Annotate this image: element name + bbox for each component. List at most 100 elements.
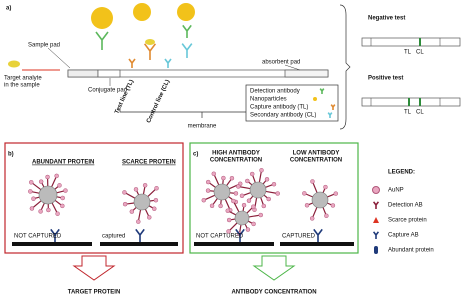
protein: [310, 179, 315, 184]
antibody: [95, 31, 109, 50]
protein: [309, 216, 315, 221]
label: LOW ANTIBODY: [293, 151, 340, 157]
label: TL: [404, 50, 412, 56]
label: CAPTURED: [282, 234, 316, 240]
protein: [229, 175, 235, 181]
protein: [304, 203, 310, 208]
protein: [57, 183, 62, 188]
label: CL: [416, 50, 424, 56]
label: c): [193, 152, 198, 158]
legend-swatch: [373, 217, 379, 223]
protein: [225, 208, 230, 213]
nanoparticle: [177, 3, 195, 21]
protein: [129, 209, 135, 214]
protein: [249, 171, 255, 177]
aunp: [133, 193, 151, 211]
protein: [55, 211, 60, 216]
antibody: [313, 228, 323, 242]
protein: [330, 203, 336, 208]
label: Detection antibody: [250, 89, 300, 95]
protein: [28, 189, 33, 194]
protein: [122, 201, 128, 207]
protein: [218, 203, 223, 209]
protein: [133, 187, 139, 192]
antibody: [181, 43, 193, 58]
label: in the sample: [4, 83, 40, 89]
absorbent-pad: [284, 69, 329, 78]
protein: [205, 179, 211, 185]
protein: [261, 203, 267, 209]
protein: [29, 180, 34, 185]
label: AuNP: [388, 188, 404, 194]
protein: [122, 190, 127, 195]
label: CONCENTRATION: [290, 158, 342, 164]
protein: [333, 191, 339, 196]
antibody: [143, 43, 157, 60]
capture-antibody: [128, 58, 136, 68]
aunp: [311, 191, 329, 209]
baseline: [194, 242, 274, 246]
protein: [259, 168, 264, 173]
protein: [31, 196, 36, 201]
label: Positive test: [368, 76, 403, 82]
label: ANTIBODY CONCENTRATION: [231, 290, 316, 296]
label: absorbent pad: [262, 60, 300, 66]
protein: [246, 198, 252, 203]
label: CONCENTRATION: [210, 158, 262, 164]
label: Target analyte: [4, 76, 42, 82]
sample-pad: [67, 69, 99, 78]
test-strip: [361, 37, 461, 47]
label: CL: [416, 110, 424, 116]
protein: [209, 203, 215, 209]
protein: [38, 209, 43, 214]
protein: [136, 219, 141, 224]
label: TL: [404, 110, 412, 116]
control-line: [419, 98, 421, 106]
baseline: [280, 242, 354, 246]
protein: [236, 184, 241, 189]
protein: [45, 174, 50, 180]
nanoparticle: [91, 7, 113, 29]
baseline: [12, 242, 92, 246]
panel-c-frame: [189, 142, 359, 254]
protein: [152, 206, 157, 211]
legend-swatch: [327, 112, 333, 118]
protein: [264, 177, 270, 182]
protein: [271, 181, 277, 187]
antibody: [235, 228, 245, 242]
protein: [205, 188, 211, 193]
protein: [60, 195, 65, 201]
protein: [226, 229, 231, 234]
legend-swatch: [374, 246, 378, 254]
protein: [266, 196, 271, 202]
bracket: [339, 4, 351, 130]
label: captured: [102, 234, 125, 240]
legend-swatch: [313, 97, 317, 101]
protein: [60, 203, 65, 209]
label: SCARCE PROTEIN: [122, 160, 176, 166]
protein: [241, 202, 247, 208]
protein: [142, 183, 148, 188]
legend-swatch: [372, 201, 380, 209]
label: LEGEND:: [388, 170, 415, 176]
protein: [201, 197, 207, 203]
label: Capture AB: [388, 233, 419, 239]
label: b): [8, 152, 14, 158]
protein: [231, 198, 236, 204]
protein: [153, 197, 159, 203]
legend-swatch: [330, 104, 336, 110]
antibody: [135, 228, 145, 242]
label: HIGH ANTIBODY: [212, 151, 260, 157]
protein: [226, 217, 232, 223]
control-line: [419, 38, 421, 46]
label: NOT CAPTURED: [14, 234, 62, 240]
label: NOT CAPTURED: [196, 234, 244, 240]
protein: [258, 212, 264, 218]
label: Scarce protein: [388, 218, 427, 224]
protein: [251, 221, 256, 227]
protein: [221, 175, 226, 181]
baseline: [100, 242, 178, 246]
protein: [275, 191, 280, 196]
conjugate-pad: [97, 69, 121, 78]
protein: [245, 178, 250, 184]
